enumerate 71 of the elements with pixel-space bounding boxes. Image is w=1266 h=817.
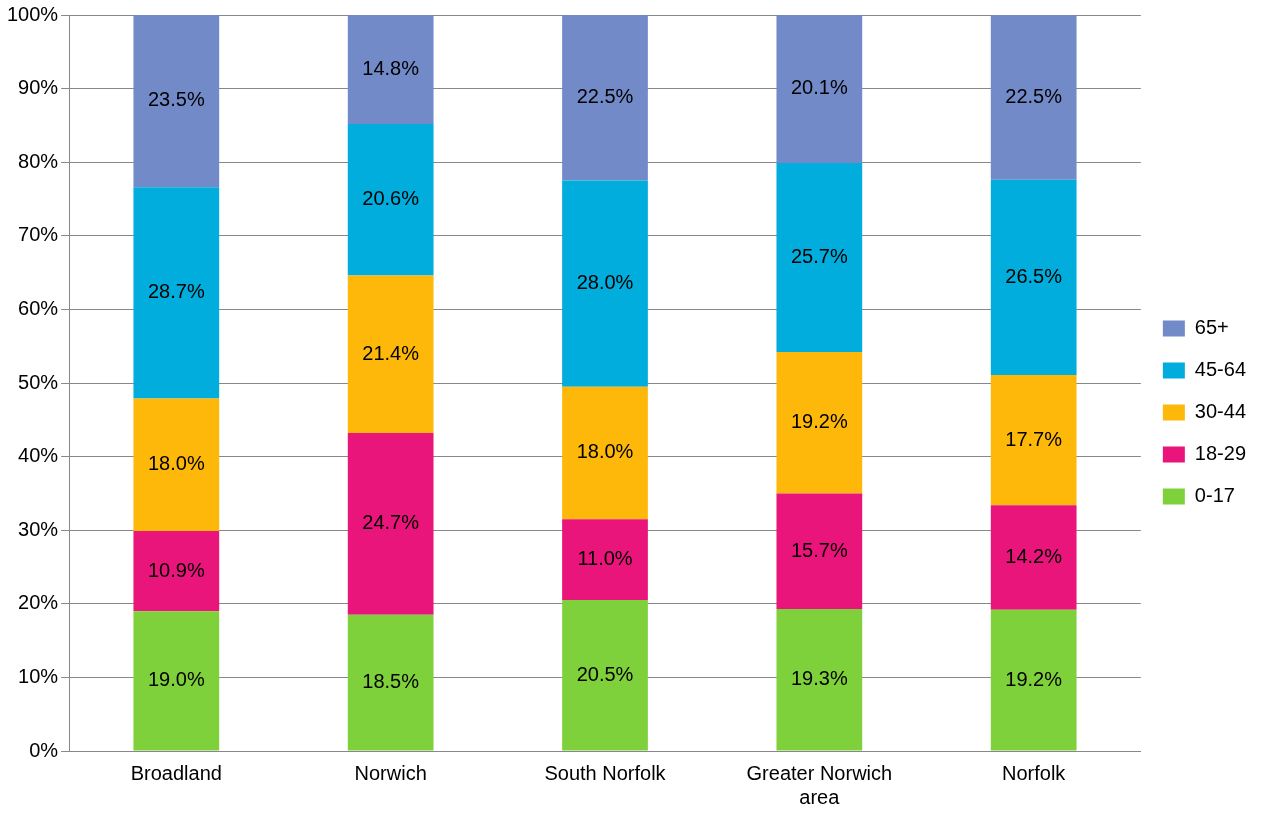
x-tick-label: Norwich [354, 761, 427, 784]
data-label: 28.7% [147, 280, 205, 303]
data-label: 11.0% [577, 547, 633, 570]
data-label: 22.5% [1005, 84, 1063, 107]
bar [990, 179, 1077, 375]
y-tick-label: 100% [7, 2, 59, 25]
data-label: 20.1% [790, 76, 848, 99]
bar [776, 608, 863, 751]
bar [990, 374, 1077, 506]
bar [776, 15, 863, 163]
data-label: 20.5% [576, 662, 634, 685]
bar [347, 15, 434, 124]
legend-label: 18-29 [1194, 442, 1246, 465]
data-label: 19.3% [790, 667, 848, 690]
bar [347, 275, 434, 434]
legend-label: 0-17 [1194, 484, 1235, 507]
y-tick-label: 90% [18, 76, 59, 99]
data-label: 10.9% [147, 558, 205, 581]
y-tick-label: 50% [18, 370, 59, 393]
y-tick-label: 30% [18, 517, 59, 540]
data-label: 28.0% [576, 271, 634, 294]
legend-label: 45-64 [1194, 358, 1246, 381]
bar [562, 386, 648, 520]
data-label: 17.7% [1005, 427, 1063, 450]
legend-label: 30-44 [1194, 400, 1246, 423]
bar [133, 611, 220, 751]
bar [562, 519, 648, 601]
y-tick-label: 20% [18, 591, 59, 614]
bar [133, 398, 220, 531]
bar [990, 505, 1077, 610]
data-label: 14.8% [362, 56, 420, 79]
bar [990, 609, 1077, 751]
data-label: 19.2% [790, 410, 848, 433]
bar [347, 614, 434, 751]
x-tick-label: Greater Norwich area [746, 761, 893, 808]
data-label: 20.6% [362, 187, 420, 210]
bar [562, 600, 648, 751]
y-tick-label: 10% [18, 664, 59, 687]
bar [133, 187, 220, 399]
bar [562, 15, 648, 181]
data-label: 21.4% [362, 341, 420, 364]
legend-label: 65+ [1194, 316, 1229, 339]
data-label: 25.7% [790, 245, 848, 268]
data-label: 22.5% [576, 85, 634, 108]
x-tick-label: South Norfolk [544, 761, 667, 784]
data-label: 18.0% [147, 452, 205, 475]
bar [347, 433, 434, 615]
bar [133, 15, 220, 188]
data-label: 18.5% [362, 670, 420, 693]
y-tick-label: 0% [29, 738, 59, 761]
x-tick-label: Broadland [130, 761, 222, 784]
bar [347, 123, 434, 276]
x-tick-label: Norfolk [1002, 761, 1067, 784]
y-tick-label: 70% [18, 223, 59, 246]
y-tick-label: 60% [18, 296, 59, 319]
bar [776, 493, 863, 609]
bar [990, 15, 1077, 180]
data-label: 19.2% [1005, 667, 1063, 690]
bar [776, 352, 863, 494]
data-label: 24.7% [362, 511, 420, 534]
bar [562, 180, 648, 387]
data-label: 15.7% [790, 538, 848, 561]
y-tick-label: 80% [18, 149, 59, 172]
data-label: 18.0% [576, 440, 634, 463]
data-label: 14.2% [1005, 544, 1063, 567]
y-tick-label: 40% [18, 444, 59, 467]
bar [133, 530, 220, 612]
data-label: 26.5% [1005, 264, 1063, 287]
bar [776, 162, 863, 353]
data-label: 23.5% [147, 88, 205, 111]
data-label: 19.0% [147, 668, 205, 691]
